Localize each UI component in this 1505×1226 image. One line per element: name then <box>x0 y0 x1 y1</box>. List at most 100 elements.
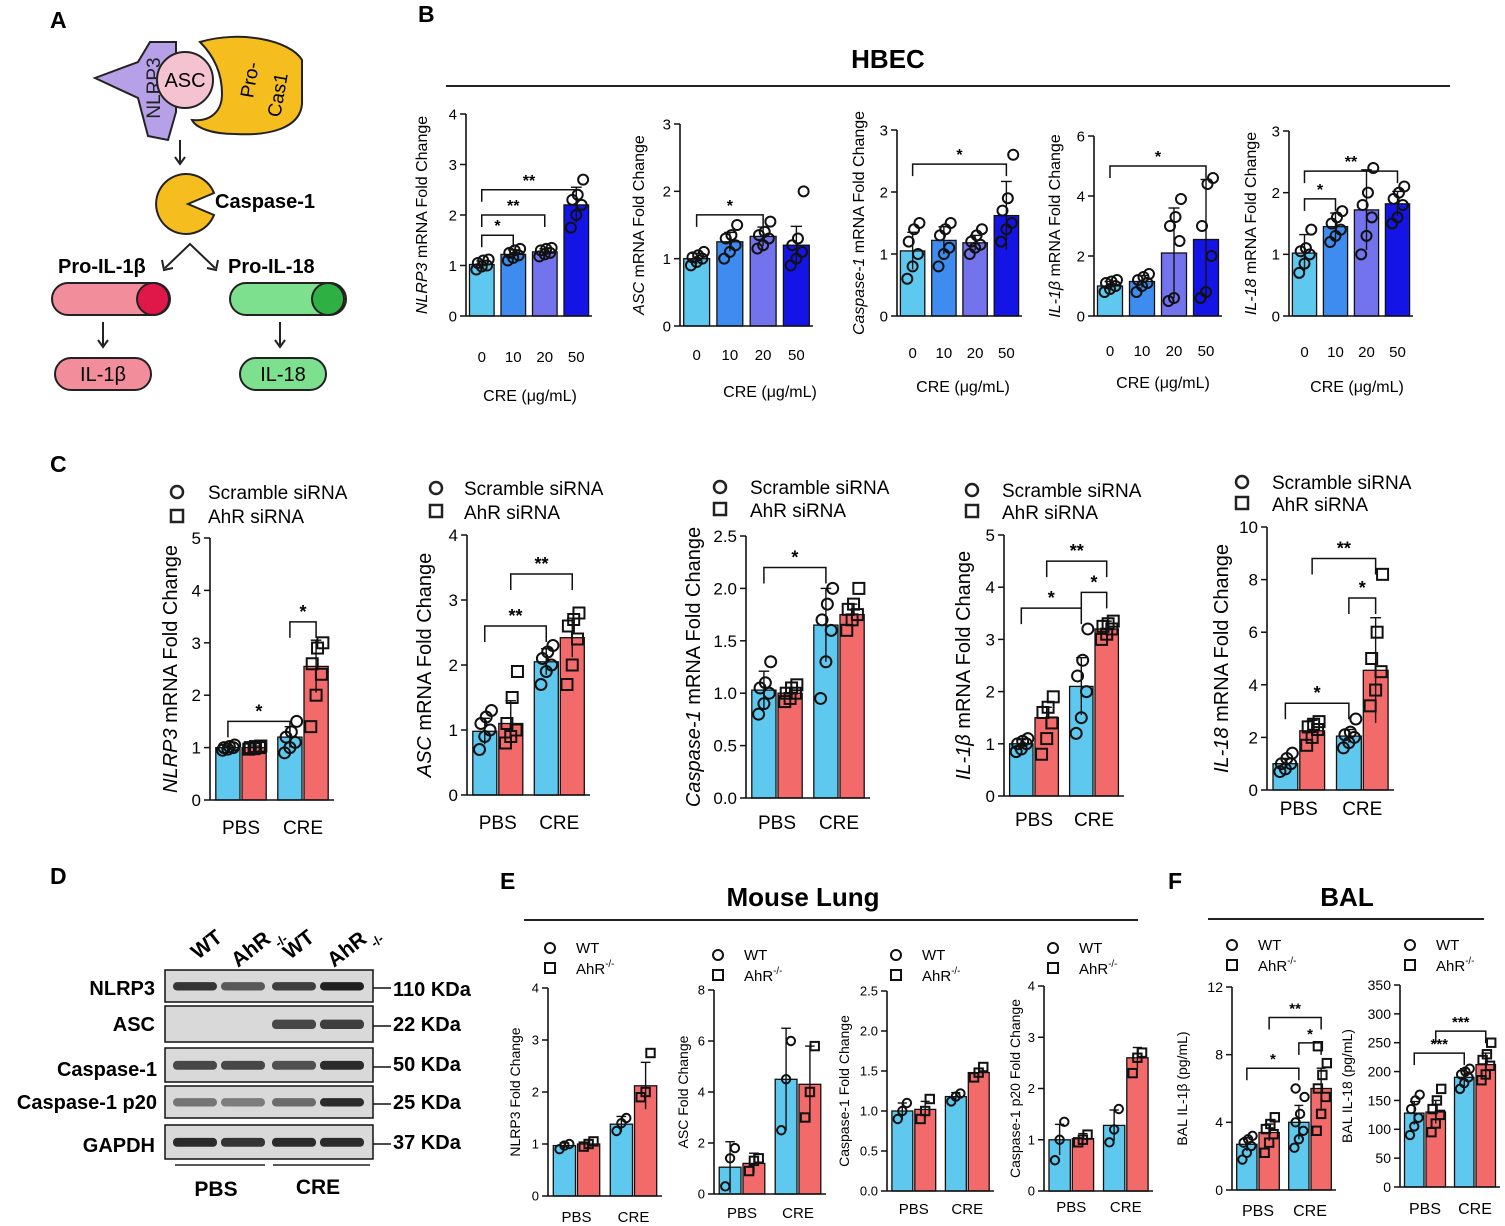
x-tick-label: PBS <box>222 818 260 839</box>
y-tick-label: 0.0 <box>713 789 737 808</box>
point <box>819 655 833 669</box>
asc-shape <box>156 51 214 109</box>
pro-cas1-shape <box>190 35 303 136</box>
blot-size-p20: 25 KDa <box>393 1092 462 1114</box>
point <box>725 229 738 242</box>
y-tick-label: 2 <box>880 184 888 201</box>
y-tick-label: 8 <box>1249 571 1258 590</box>
x-tick-label: CRE <box>1074 810 1114 831</box>
point <box>1481 1049 1493 1060</box>
legend-square-label: AhR siRNA <box>208 507 304 528</box>
y-tick-label: 1 <box>532 1137 539 1152</box>
y-tick-label: 4 <box>532 981 539 996</box>
legend-circle-label: WT <box>1436 937 1459 954</box>
y-tick-label: 0 <box>1215 1182 1223 1198</box>
point <box>1293 1134 1305 1145</box>
point <box>1349 712 1363 726</box>
chart-b5: 0 1 2 3 0 10 20 50 CRE (μg/mL) IL-18 mRNA Fold Ch… <box>1243 123 1413 396</box>
x-axis-label: CRE (μg/mL) <box>916 379 1010 396</box>
x-tick-label: PBS <box>1056 1199 1086 1216</box>
legend-circle-label: WT <box>1258 937 1281 954</box>
y-tick-label: 350 <box>1368 977 1392 993</box>
significance-label: * <box>1317 182 1324 199</box>
bar-3 <box>1453 1076 1475 1188</box>
point <box>510 665 524 678</box>
point <box>1201 178 1214 190</box>
point <box>1285 746 1299 760</box>
y-axis-label: NLRP3 Fold Change <box>507 1027 523 1156</box>
significance-bracket: * <box>1303 182 1337 211</box>
significance-label: * <box>299 602 306 622</box>
x-tick-label: 20 <box>1166 343 1183 360</box>
point <box>758 676 772 690</box>
significance-label: * <box>1090 572 1097 592</box>
significance-bracket: ** <box>1311 539 1377 575</box>
legend-square-label: AhR-/- <box>1436 956 1474 975</box>
y-tick-label: 5 <box>986 526 995 545</box>
y-tick-label: 0 <box>1028 1184 1035 1199</box>
y-tick-label: 100 <box>1368 1121 1392 1137</box>
x-tick-label: 0 <box>1106 343 1114 360</box>
significance-label: * <box>1048 588 1055 608</box>
point <box>1486 1037 1497 1048</box>
point <box>785 1035 797 1047</box>
x-tick-label: 10 <box>722 347 739 364</box>
y-tick-label: 3 <box>880 122 888 139</box>
y-tick-label: 4 <box>986 578 995 597</box>
blot-size-gapdh: 37 KDa <box>393 1132 462 1154</box>
y-tick-label: 6 <box>698 1034 705 1049</box>
y-tick-label: 1 <box>192 739 201 758</box>
y-tick-label: 4 <box>1215 1114 1223 1130</box>
point <box>1391 211 1404 224</box>
significance-bracket: * <box>289 602 317 638</box>
point <box>577 173 590 186</box>
significance-label: * <box>791 547 798 567</box>
significance-bracket: ** <box>481 198 546 227</box>
panel-letter-f: F <box>1168 868 1182 894</box>
point <box>1007 148 1020 161</box>
point <box>571 632 585 646</box>
significance-bracket: * <box>227 701 291 738</box>
point <box>743 1165 755 1177</box>
y-axis-label: Caspase-1 Fold Change <box>836 1015 852 1167</box>
point <box>560 678 574 691</box>
legend: WT AhR-/- <box>1047 940 1117 978</box>
x-tick-label: PBS <box>1409 1201 1441 1218</box>
panel-letter-a: A <box>50 7 67 33</box>
point <box>483 723 497 737</box>
y-tick-label: 1.0 <box>860 1104 878 1119</box>
y-tick-label: 6 <box>1077 128 1085 145</box>
blot-group-cre: CRE <box>296 1176 340 1199</box>
x-tick-label: PBS <box>899 1201 929 1218</box>
legend-c2: Scramble siRNA AhR siRNA <box>428 479 604 524</box>
point <box>753 1153 764 1164</box>
significance-label: ** <box>1070 541 1084 561</box>
significance-label: ** <box>507 198 520 215</box>
point <box>1071 669 1085 683</box>
point <box>1127 1067 1138 1079</box>
pathway-diagram: NLRP3 ASC Pro- Cas1 Caspase-1 Pro-IL-1β … <box>51 35 347 391</box>
y-axis-label: BAL IL-1β (pg/mL) <box>1174 1031 1190 1145</box>
point <box>826 581 840 595</box>
blot-band <box>221 1137 265 1147</box>
blot-band <box>320 1019 364 1030</box>
x-tick-label: 20 <box>536 349 553 366</box>
point <box>820 597 834 611</box>
y-tick-label: 2 <box>1272 185 1280 202</box>
bar-3 <box>944 1095 967 1192</box>
point <box>1369 683 1383 697</box>
point <box>533 250 546 263</box>
legend-c4: Scramble siRNA AhR siRNA <box>964 481 1142 524</box>
y-tick-label: 0 <box>1077 308 1085 325</box>
x-tick-label: 50 <box>1389 344 1406 361</box>
point <box>540 242 553 255</box>
blot-protein-asc: ASC <box>113 1014 155 1036</box>
y-tick-label: 4 <box>449 526 458 545</box>
legend-circle-label: Scramble siRNA <box>208 483 348 504</box>
mouse-lung-title: Mouse Lung <box>726 882 879 912</box>
point <box>797 185 810 198</box>
point <box>564 221 577 234</box>
legend: WT AhR-/- <box>544 940 614 978</box>
significance-bracket: ** <box>1045 541 1108 578</box>
x-tick-label: CRE <box>283 818 323 839</box>
